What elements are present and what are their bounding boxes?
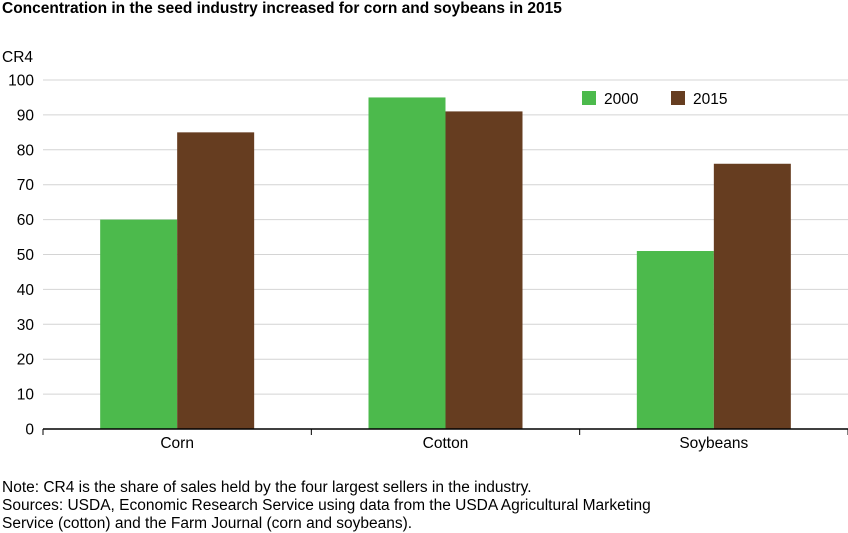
- chart-notes: Note: CR4 is the share of sales held by …: [2, 479, 651, 533]
- y-tick-label: 90: [17, 107, 35, 124]
- legend-label: 2015: [693, 91, 727, 108]
- y-tick-label: 10: [17, 387, 35, 404]
- x-tick-label: Cotton: [423, 435, 469, 452]
- legend-swatch-2000: [582, 91, 596, 105]
- legend-label: 2000: [604, 91, 639, 108]
- bar-2015-corn: [177, 132, 255, 429]
- bar-2015-soybeans: [713, 163, 791, 429]
- chart-title: Concentration in the seed industry incre…: [2, 0, 562, 17]
- y-tick-label: 50: [17, 247, 35, 264]
- sources-line: Sources: USDA, Economic Research Service…: [2, 497, 651, 514]
- bar-chart: CR4 0 10 20 30 40 50 60 70 80 90 100 Corn Cotton Soybe…: [2, 49, 848, 452]
- bar-2000-cotton: [368, 97, 446, 429]
- y-tick-label: 40: [17, 282, 35, 299]
- sources-line-continued: Service (cotton) and the Farm Journal (c…: [2, 515, 413, 532]
- y-tick-label: 60: [17, 212, 35, 229]
- y-tick-label: 20: [17, 352, 35, 369]
- note-line: Note: CR4 is the share of sales held by …: [2, 479, 532, 496]
- y-tick-label: 100: [8, 73, 34, 90]
- y-tick-label: 30: [17, 317, 35, 334]
- y-tick-label: 80: [17, 142, 35, 159]
- y-axis-label: CR4: [2, 49, 33, 66]
- bar-2000-corn: [100, 219, 178, 429]
- y-tick-label: 0: [25, 422, 34, 439]
- legend-swatch-2015: [671, 91, 685, 105]
- bar-2015-cotton: [445, 111, 523, 429]
- x-tick-label: Corn: [160, 435, 194, 452]
- bar-2000-soybeans: [636, 251, 714, 429]
- x-tick-label: Soybeans: [679, 435, 748, 452]
- y-tick-label: 70: [17, 177, 35, 194]
